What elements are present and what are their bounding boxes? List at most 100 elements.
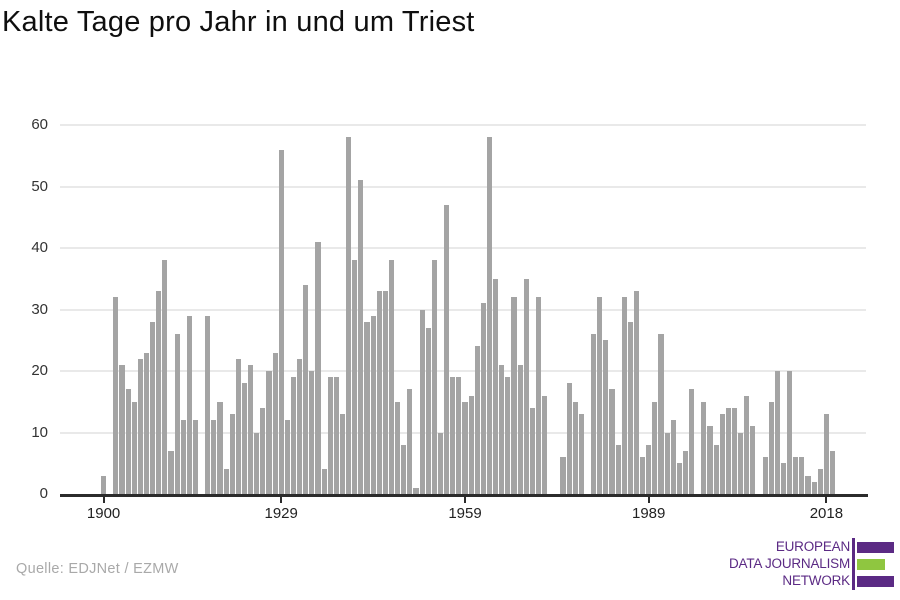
bar-1930[interactable] [284, 420, 290, 494]
bar-2017[interactable] [817, 469, 823, 494]
bar-1958[interactable] [456, 377, 462, 494]
bar-1991[interactable] [658, 334, 664, 494]
bar-1954[interactable] [431, 260, 437, 494]
bar-1975[interactable] [560, 457, 566, 494]
bar-1951[interactable] [413, 487, 419, 494]
bar-1995[interactable] [682, 450, 689, 494]
bar-1926[interactable] [260, 407, 266, 494]
bar-1925[interactable] [254, 432, 260, 494]
bar-1937[interactable] [327, 377, 333, 494]
bar-1963[interactable] [486, 137, 493, 494]
bar-2002[interactable] [725, 407, 731, 494]
bar-2015[interactable] [805, 475, 811, 494]
bar-1941[interactable] [352, 260, 358, 494]
bar-2010[interactable] [774, 371, 780, 494]
bar-2013[interactable] [793, 457, 799, 494]
bar-2016[interactable] [811, 481, 817, 494]
bar-1948[interactable] [395, 401, 401, 494]
bar-1956[interactable] [444, 204, 450, 494]
bar-1919[interactable] [217, 401, 223, 494]
bar-1999[interactable] [707, 426, 713, 494]
bar-1921[interactable] [229, 414, 235, 494]
bar-2011[interactable] [780, 463, 787, 494]
bar-1943[interactable] [364, 321, 370, 494]
bar-1905[interactable] [131, 401, 137, 494]
bar-2008[interactable] [762, 457, 768, 494]
bar-2009[interactable] [768, 401, 774, 494]
bar-1938[interactable] [333, 377, 339, 494]
bar-1989[interactable] [646, 444, 652, 494]
bar-1929[interactable] [278, 149, 284, 494]
bar-1993[interactable] [670, 420, 676, 494]
bar-1969[interactable] [523, 278, 529, 494]
bar-1945[interactable] [376, 291, 382, 494]
bar-1923[interactable] [241, 383, 248, 494]
bar-1936[interactable] [321, 469, 327, 494]
bar-1939[interactable] [339, 414, 346, 494]
bar-1914[interactable] [186, 315, 192, 494]
bar-1998[interactable] [701, 401, 707, 494]
bar-1931[interactable] [290, 377, 297, 494]
bar-1960[interactable] [468, 395, 474, 494]
bar-1927[interactable] [266, 371, 272, 494]
bar-1966[interactable] [505, 377, 511, 494]
bar-1981[interactable] [597, 297, 603, 494]
bar-1952[interactable] [419, 309, 425, 494]
bar-1906[interactable] [137, 358, 143, 494]
bar-1983[interactable] [609, 389, 615, 494]
bar-1985[interactable] [621, 297, 627, 494]
bar-1988[interactable] [640, 457, 646, 494]
bar-1955[interactable] [437, 432, 444, 494]
bar-1907[interactable] [143, 352, 150, 494]
bar-1950[interactable] [407, 389, 413, 494]
bar-2012[interactable] [787, 371, 793, 494]
bar-1949[interactable] [401, 444, 407, 494]
bar-1947[interactable] [388, 260, 395, 494]
bar-2004[interactable] [738, 432, 744, 494]
bar-1971[interactable] [535, 297, 542, 494]
bar-1978[interactable] [578, 414, 584, 494]
bar-1935[interactable] [315, 241, 321, 494]
bar-1987[interactable] [633, 291, 640, 494]
bar-1972[interactable] [542, 395, 548, 494]
bar-1932[interactable] [297, 358, 303, 494]
bar-1984[interactable] [615, 444, 621, 494]
bar-1970[interactable] [529, 407, 535, 494]
bar-1900[interactable] [101, 475, 107, 494]
bar-1994[interactable] [676, 463, 682, 494]
bar-2001[interactable] [719, 414, 725, 494]
bar-1982[interactable] [603, 340, 609, 494]
bar-2014[interactable] [799, 457, 805, 494]
bar-1908[interactable] [150, 321, 156, 494]
bar-1944[interactable] [370, 315, 376, 494]
bar-1940[interactable] [346, 137, 352, 494]
bar-1911[interactable] [168, 450, 174, 494]
bar-2006[interactable] [750, 426, 756, 494]
bar-1959[interactable] [462, 401, 468, 494]
bar-2005[interactable] [744, 395, 750, 494]
bar-1967[interactable] [511, 297, 517, 494]
bar-1986[interactable] [627, 321, 633, 494]
bar-1957[interactable] [450, 377, 456, 494]
bar-1903[interactable] [119, 364, 125, 494]
bar-1968[interactable] [517, 364, 523, 494]
bar-1912[interactable] [174, 334, 180, 494]
bar-1902[interactable] [113, 297, 119, 494]
bar-1992[interactable] [664, 432, 670, 494]
bar-1915[interactable] [192, 420, 199, 494]
bar-1946[interactable] [382, 291, 388, 494]
bar-2000[interactable] [713, 444, 719, 494]
bar-1996[interactable] [689, 389, 695, 494]
bar-1917[interactable] [205, 315, 211, 494]
bar-1961[interactable] [474, 346, 480, 494]
bar-1910[interactable] [162, 260, 168, 494]
bar-1909[interactable] [156, 291, 162, 494]
bar-1924[interactable] [248, 364, 254, 494]
bar-1990[interactable] [652, 401, 658, 494]
bar-1964[interactable] [493, 278, 499, 494]
bar-1918[interactable] [211, 420, 217, 494]
bar-1904[interactable] [125, 389, 131, 494]
bar-1928[interactable] [272, 352, 278, 494]
bar-1934[interactable] [309, 371, 315, 494]
bar-1962[interactable] [480, 303, 486, 494]
